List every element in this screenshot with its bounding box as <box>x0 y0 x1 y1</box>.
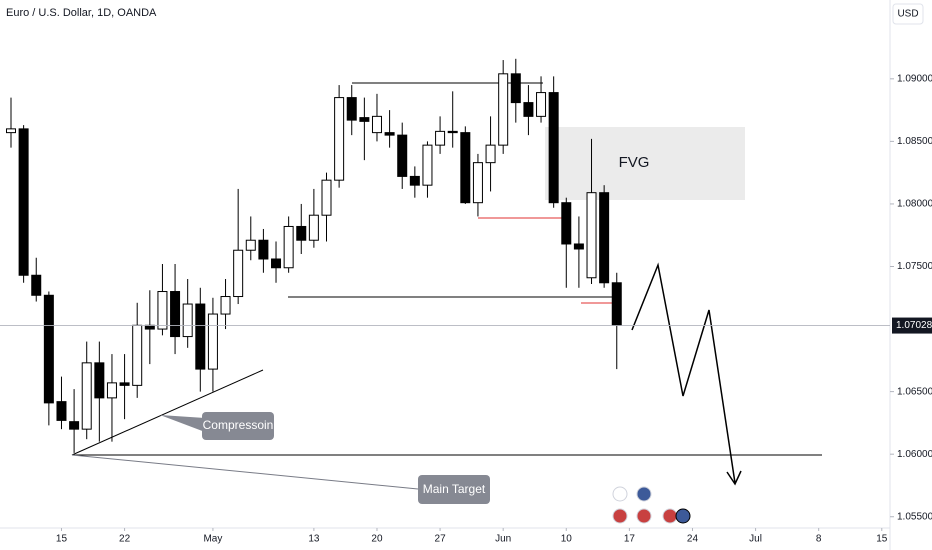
callout-text: Main Target <box>423 482 486 496</box>
candle-body <box>359 117 370 122</box>
x-tick-label: May <box>203 534 222 545</box>
y-tick-label: 1.06500 <box>897 386 932 397</box>
currency-button[interactable] <box>892 3 924 25</box>
event-icon <box>636 486 652 502</box>
x-tick-label: 10 <box>561 534 573 545</box>
candle-body <box>561 202 572 245</box>
candle-body <box>472 162 483 204</box>
candle-body <box>6 128 16 134</box>
candle-body <box>447 130 458 134</box>
trend-line <box>71 369 264 456</box>
event-icon <box>662 508 678 524</box>
candle-body <box>422 144 433 186</box>
chart-title: Euro / U.S. Dollar, 1D, OANDA <box>6 7 157 19</box>
callout <box>202 412 274 440</box>
x-tick-label: 13 <box>308 534 320 545</box>
event-icon <box>675 508 691 524</box>
candle-body <box>586 192 597 279</box>
candle-body <box>245 239 256 251</box>
current-price-tag <box>892 317 932 334</box>
projection <box>631 262 736 484</box>
callout-tail <box>160 415 205 432</box>
candle-body <box>308 214 319 241</box>
candle-body <box>435 130 446 146</box>
candle-body <box>233 249 244 298</box>
candle-body <box>283 225 294 269</box>
candle-body <box>498 73 509 146</box>
current-price-label: 1.07028 <box>896 320 932 331</box>
candle-body <box>548 92 559 204</box>
y-tick-label: 1.06000 <box>897 449 932 460</box>
y-tick-label: 1.07500 <box>897 261 932 272</box>
candle-body <box>573 243 584 250</box>
candle-body <box>460 132 471 204</box>
fvg-zone <box>545 127 745 200</box>
drawings <box>71 82 822 490</box>
x-tick-label: Jun <box>495 534 511 545</box>
pointer-line <box>71 454 419 490</box>
candle-body <box>296 225 307 241</box>
candle-body <box>157 291 168 330</box>
candle-body <box>18 128 29 276</box>
callout <box>418 475 490 504</box>
arrow-head <box>726 470 742 486</box>
candle-body <box>195 303 206 370</box>
x-tick-label: 8 <box>816 534 822 545</box>
candle-body <box>43 294 54 404</box>
candle-body <box>510 73 521 104</box>
y-tick-label: 1.09000 <box>897 73 932 84</box>
candle-body <box>611 282 622 326</box>
candle-body <box>207 313 218 370</box>
x-tick-label: 17 <box>624 534 636 545</box>
event-icon <box>612 486 628 502</box>
event-icon <box>636 508 652 524</box>
x-tick-label: 27 <box>435 534 447 545</box>
candle-body <box>599 192 610 284</box>
x-tick-label: 15 <box>876 534 888 545</box>
callout-text: Compressoin <box>203 418 274 432</box>
candle-body <box>384 132 395 136</box>
candle-body <box>334 97 345 181</box>
candle-body <box>271 258 282 269</box>
x-tick-label: 20 <box>371 534 383 545</box>
candle-body <box>536 92 547 117</box>
fvg-label: FVG <box>619 154 650 171</box>
candle-body <box>119 382 130 386</box>
x-tick-label: 15 <box>56 534 68 545</box>
y-tick-label: 1.08000 <box>897 199 932 210</box>
candle-body <box>397 134 408 177</box>
x-tick-label: Jul <box>749 534 762 545</box>
x-tick-label: 22 <box>119 534 131 545</box>
candle-body <box>94 362 105 399</box>
candle-body <box>258 239 269 260</box>
candle-body <box>31 274 42 296</box>
candle-body <box>170 291 181 338</box>
candle-body <box>485 144 496 164</box>
candle-body <box>523 102 534 117</box>
candle-body <box>81 362 92 430</box>
candle-body <box>409 175 420 186</box>
candle-body <box>346 97 357 121</box>
candle-body <box>371 115 382 134</box>
events <box>612 486 691 524</box>
candle-body <box>182 303 193 338</box>
x-tick-label: 24 <box>687 534 699 545</box>
candle-body <box>321 179 332 216</box>
currency-label: USD <box>897 9 918 20</box>
candle-body <box>220 296 231 315</box>
event-icon <box>612 508 628 524</box>
candle-body <box>132 324 143 386</box>
candle-body <box>56 401 67 421</box>
y-tick-label: 1.05500 <box>897 511 932 522</box>
y-tick-label: 1.08500 <box>897 136 932 147</box>
candle-body <box>69 421 80 430</box>
candle-body <box>106 382 117 399</box>
